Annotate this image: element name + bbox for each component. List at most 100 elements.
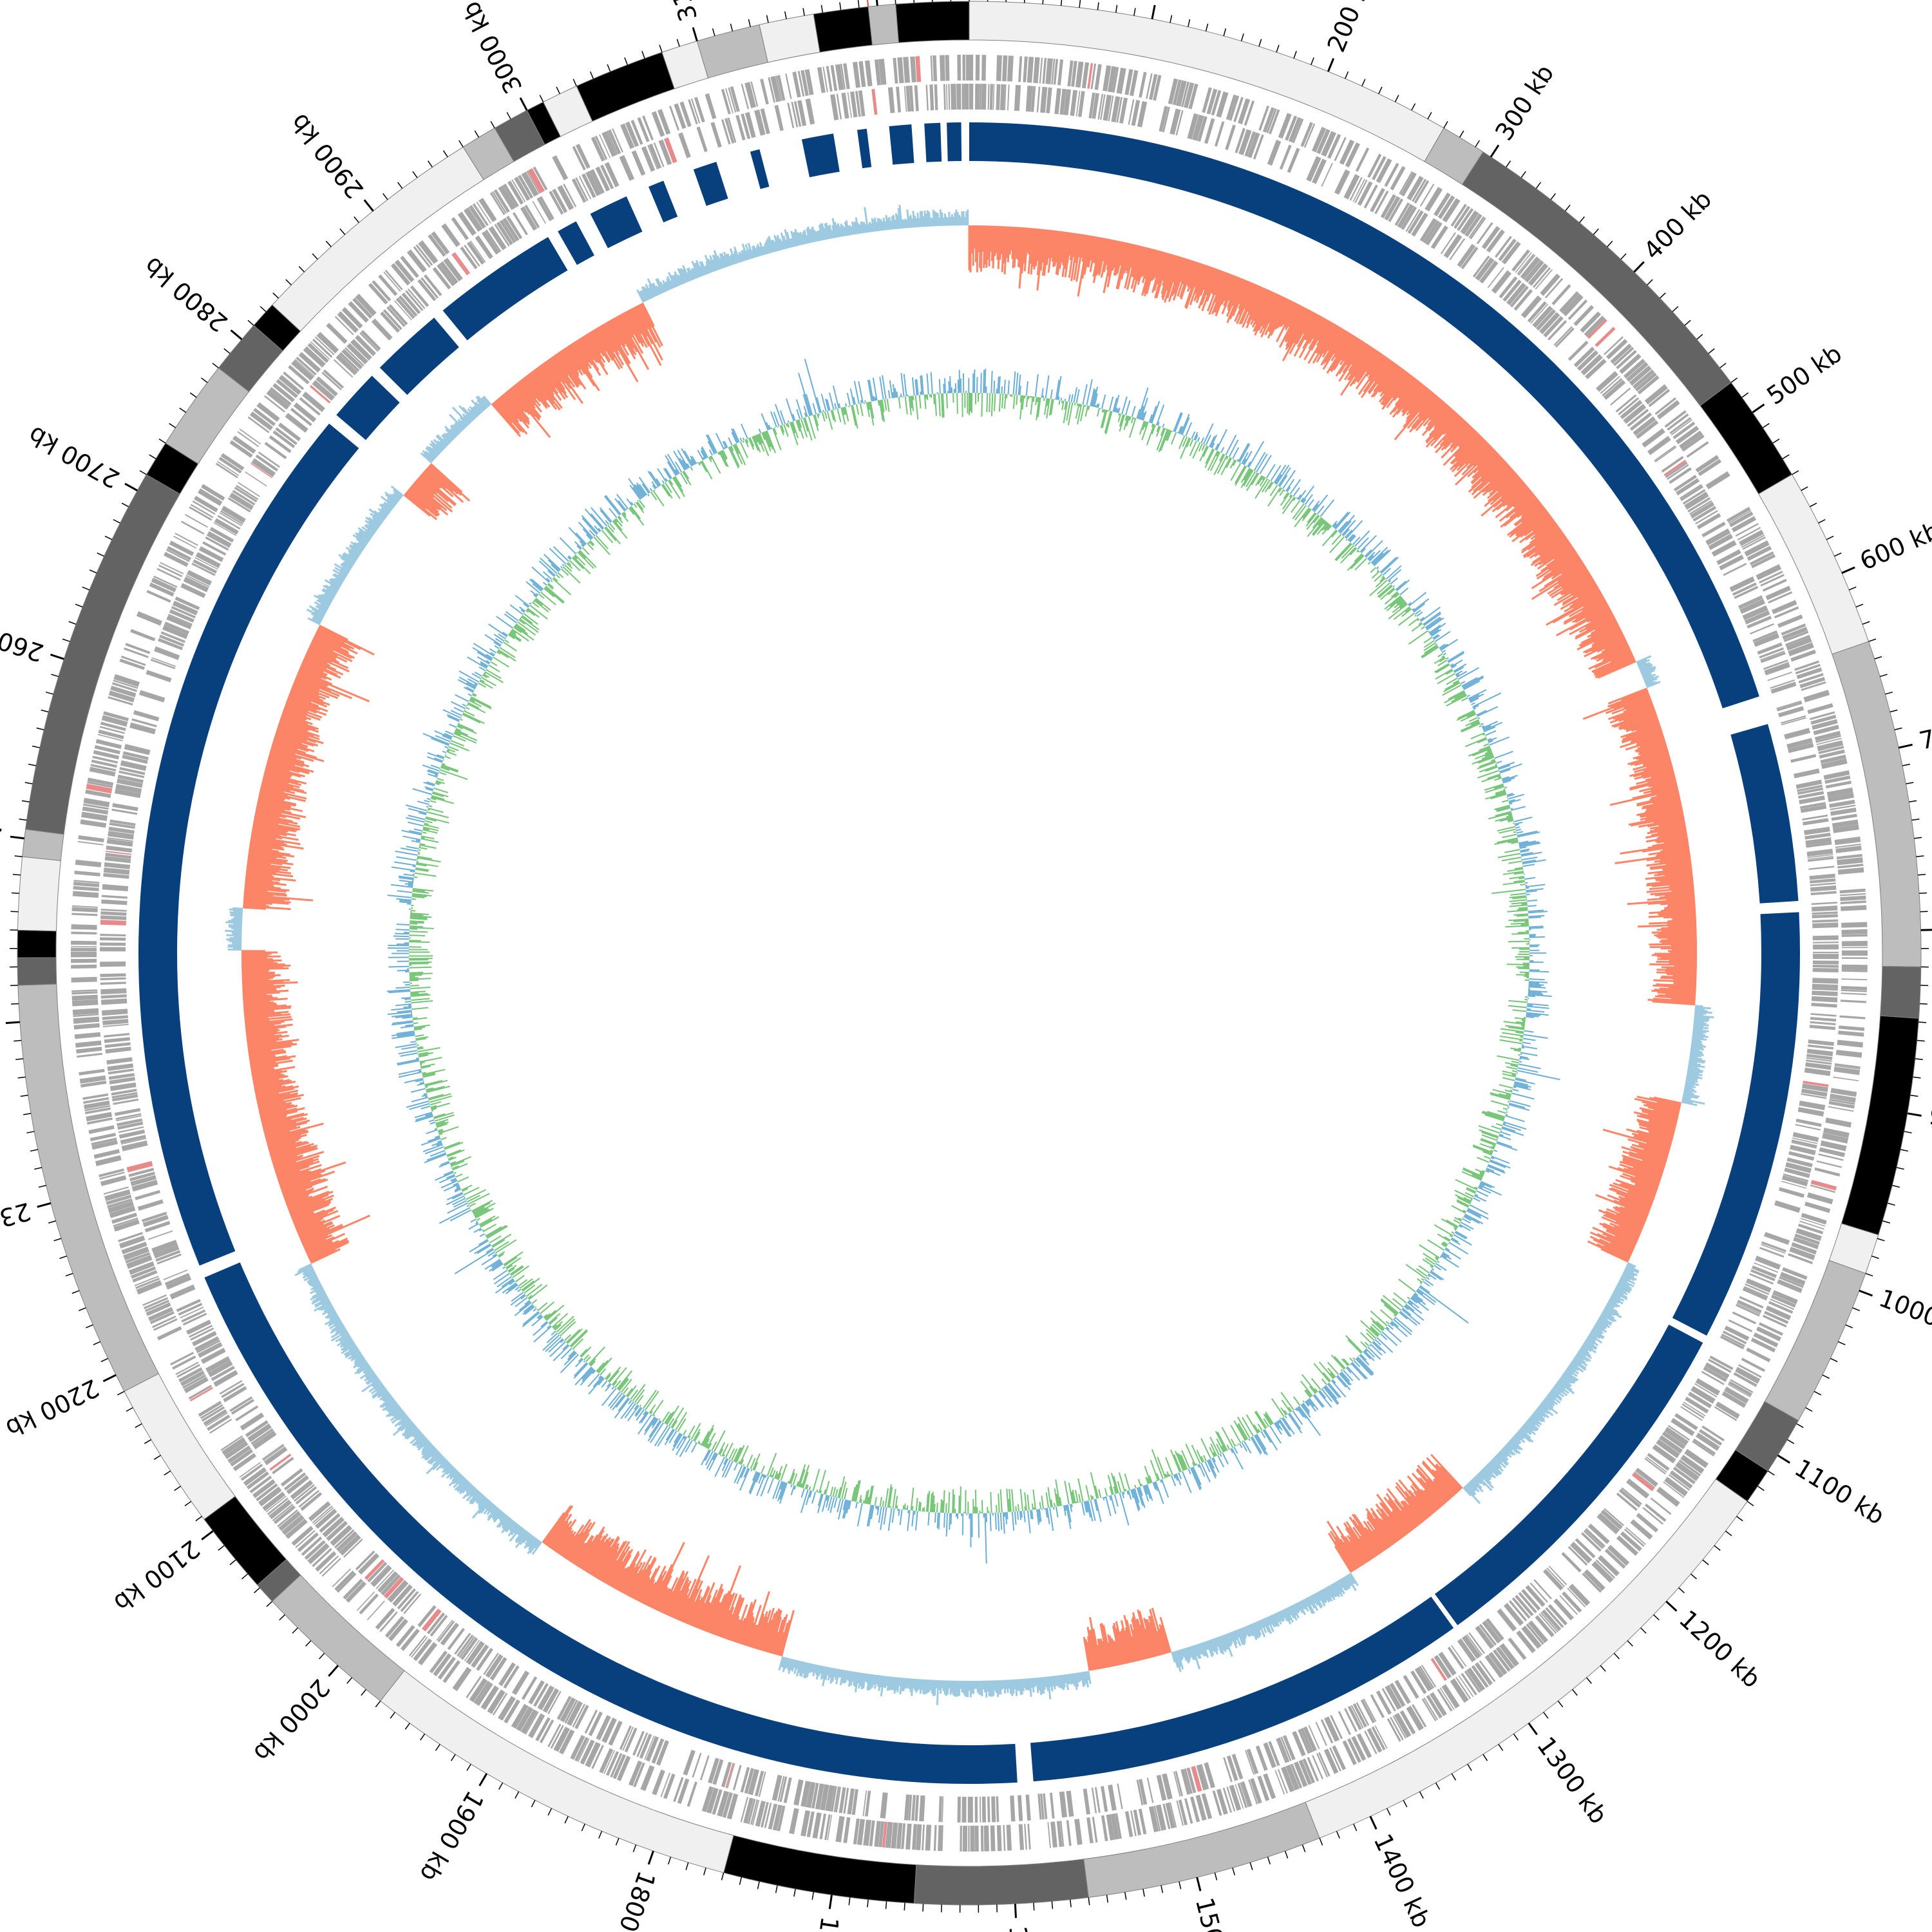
gene-feature <box>1569 1541 1593 1564</box>
gene-feature <box>411 1636 428 1658</box>
gc-skew-bar <box>1496 484 1528 511</box>
gene-feature <box>1763 659 1788 670</box>
gc-skew-bar <box>1428 406 1451 431</box>
gene-feature <box>1830 807 1857 816</box>
gene-feature <box>1443 234 1463 258</box>
gene-feature <box>74 1032 101 1039</box>
gene-feature <box>1323 1748 1339 1774</box>
gene-feature <box>1758 1322 1783 1336</box>
gene-feature <box>1803 818 1829 826</box>
gc-skew-bar <box>1338 339 1362 375</box>
gene-feature <box>71 976 97 983</box>
gene-feature <box>1810 1180 1837 1191</box>
gene-feature <box>1719 1335 1745 1350</box>
gc-skew-bar <box>1052 231 1059 267</box>
gc-skew-bar <box>1691 1039 1703 1043</box>
gc-skew-bar <box>1667 902 1696 906</box>
gene-feature <box>527 1713 545 1739</box>
gene-feature <box>849 91 858 118</box>
gene-feature <box>1474 1662 1493 1686</box>
gc-skew-bar <box>1381 1502 1407 1536</box>
gc-skew-bar <box>1634 1097 1681 1110</box>
gene-feature <box>1837 864 1864 869</box>
gene-feature <box>357 1553 379 1575</box>
gc-skew-bar <box>1515 509 1548 535</box>
gene-feature <box>1187 113 1199 140</box>
gc-skew-bar <box>1276 299 1293 329</box>
gene-feature <box>547 1690 562 1714</box>
gc-skew-bar <box>1669 962 1697 965</box>
minor-tick <box>412 171 418 178</box>
gene-feature <box>1840 900 1866 905</box>
gene-feature <box>400 1591 419 1613</box>
gene-feature <box>1759 1247 1785 1258</box>
gc-skew-bar <box>1595 1193 1649 1217</box>
gc-skew-bar <box>1653 979 1697 983</box>
gene-feature <box>186 570 213 586</box>
gene-feature <box>1054 88 1061 115</box>
gene-feature <box>1805 1062 1832 1070</box>
gc-skew-bar <box>1638 750 1669 761</box>
gene-feature <box>323 369 345 389</box>
gene-feature <box>580 1739 595 1765</box>
minor-tick <box>766 15 769 23</box>
gc-skew-bar <box>1394 392 1435 440</box>
gene-feature <box>1211 90 1222 116</box>
gc-skew-bar <box>1656 960 1697 963</box>
gene-feature <box>641 146 656 172</box>
gc-skew-bar <box>1486 472 1517 500</box>
gene-feature <box>276 379 298 399</box>
minor-tick <box>195 1515 202 1522</box>
gc-skew-bar <box>1588 1334 1603 1344</box>
gc-skew-bar <box>1299 1600 1305 1609</box>
gc-skew-bar <box>1228 276 1240 301</box>
gene-feature <box>1829 1098 1855 1105</box>
gene-feature <box>386 306 406 327</box>
gc-skew-bar <box>1598 1316 1612 1326</box>
gene-feature <box>1003 1824 1006 1851</box>
tick-label: 1500 kb <box>1190 1895 1242 1932</box>
minor-tick <box>1124 1891 1127 1900</box>
gene-feature <box>387 1580 409 1603</box>
gc-skew-bar <box>1240 1627 1247 1640</box>
gc-skew-bar <box>1316 321 1332 346</box>
minor-tick <box>1427 111 1432 120</box>
gc-skew-bar <box>1609 1298 1617 1305</box>
gene-feature <box>1835 843 1861 848</box>
gc-skew-bar <box>1564 1370 1579 1381</box>
gc-skew-bar <box>1249 1624 1258 1641</box>
gc-skew-bar <box>1544 561 1584 588</box>
gc-skew-bar <box>1121 243 1131 280</box>
gene-feature <box>1394 1712 1412 1738</box>
gene-feature <box>1705 471 1730 489</box>
gc-skew-bar <box>1393 375 1414 401</box>
gene-feature <box>1334 137 1347 162</box>
gene-feature <box>1729 576 1756 592</box>
gc-skew-bar <box>1489 471 1516 496</box>
gene-feature <box>1721 1333 1745 1347</box>
gc-skew-bar <box>1692 1036 1704 1039</box>
gene-feature <box>607 129 621 155</box>
minor-tick <box>121 502 129 507</box>
gc-skew-bar <box>1618 1200 1650 1214</box>
gene-feature <box>122 754 148 764</box>
gene-feature <box>166 615 192 630</box>
gc-skew-bar <box>1532 516 1553 532</box>
minor-tick <box>802 8 805 16</box>
gene-feature <box>619 1725 632 1750</box>
gene-feature <box>826 66 833 92</box>
gene-feature <box>539 1719 554 1743</box>
gene-feature <box>1741 1358 1766 1372</box>
gene-feature <box>1784 728 1810 740</box>
gc-skew-bar <box>1473 1476 1482 1485</box>
major-tick <box>10 835 24 840</box>
gene-feature <box>1535 269 1553 290</box>
gc-skew-bar <box>1520 1426 1528 1434</box>
gene-feature <box>1807 1044 1834 1050</box>
gene-feature <box>1801 1213 1827 1225</box>
gene-feature <box>1559 291 1580 313</box>
gene-feature <box>1619 354 1642 374</box>
minor-tick <box>1786 1439 1795 1444</box>
gene-feature <box>770 75 781 102</box>
gc-skew-bar <box>1484 475 1520 507</box>
